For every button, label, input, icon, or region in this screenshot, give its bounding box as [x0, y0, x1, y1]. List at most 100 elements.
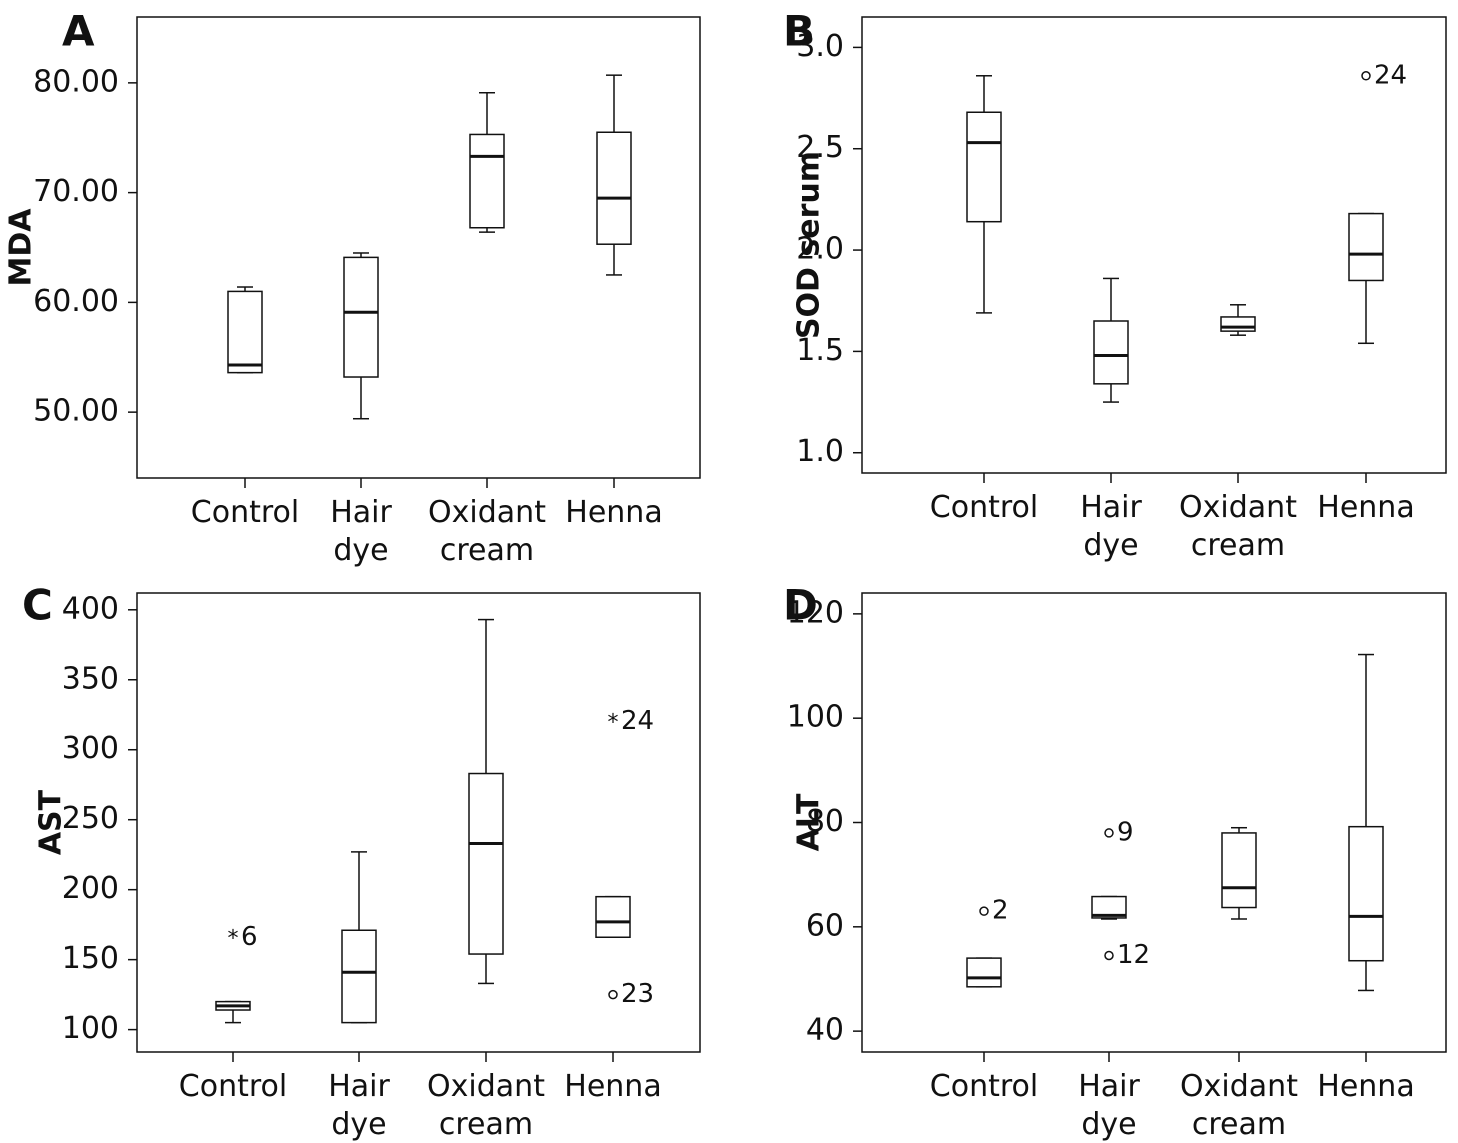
- iqr-box: [1093, 320, 1129, 385]
- iqr-box: [966, 957, 1002, 988]
- category-label: Henna: [1317, 1069, 1414, 1104]
- iqr-box: [1348, 825, 1384, 962]
- outlier-label: 2: [992, 896, 1009, 926]
- category-label-line: Oxidant: [428, 495, 546, 530]
- panel-b: B 1.0 1.5 2.0 2.5 3.0 SOD serum Control Hair dye O…: [783, 7, 1447, 563]
- y-axis-label: SOD serum: [792, 151, 827, 339]
- iqr-box: [227, 290, 263, 374]
- category-label-line: Henna: [564, 1069, 661, 1104]
- outlier-label: 24: [621, 706, 654, 736]
- panel-letter: B: [783, 7, 815, 56]
- category-label-line: cream: [439, 1107, 533, 1142]
- y-tick-label: 40: [806, 1013, 844, 1048]
- category-label-line: cream: [1191, 528, 1285, 563]
- y-tick-label: 100: [787, 700, 844, 735]
- boxplot-0: 2: [966, 896, 1009, 988]
- boxplot-2: [469, 91, 505, 233]
- panel-d: D 40 60 80 100 120 ALT Control 2 Hair dye 9 12 Oxidan…: [783, 581, 1447, 1142]
- category-label-line: Henna: [565, 495, 662, 530]
- category-label: Henna: [1317, 490, 1414, 525]
- category-label-line: Hair: [330, 495, 392, 530]
- plot-frame: [136, 16, 701, 479]
- category-label: Henna: [564, 1069, 661, 1104]
- plot-frame: [861, 592, 1447, 1053]
- y-tick-label: 60: [806, 908, 844, 943]
- iqr-box: [1091, 895, 1127, 919]
- panel-letter: A: [62, 7, 95, 56]
- category-label: Oxidant cream: [427, 1069, 545, 1142]
- iqr-box: [1220, 316, 1256, 332]
- y-tick-label: 250: [62, 801, 119, 836]
- y-tick-label: 200: [62, 871, 119, 906]
- y-tick-label: 300: [62, 731, 119, 766]
- y-tick-label: 1.5: [796, 333, 844, 368]
- category-label: Control: [930, 1069, 1038, 1104]
- y-tick-label: 400: [62, 591, 119, 626]
- category-label: Hair dye: [1078, 1069, 1140, 1142]
- y-tick-label: 70.00: [33, 174, 119, 209]
- outlier-label: 12: [1117, 940, 1150, 970]
- category-label-line: Hair: [328, 1069, 390, 1104]
- outlier-label: 24: [1374, 60, 1407, 90]
- iqr-box: [1221, 832, 1257, 909]
- category-label: Control: [930, 490, 1038, 525]
- iqr-box: [596, 131, 632, 245]
- category-label-line: dye: [1083, 528, 1138, 563]
- y-tick-label: 150: [62, 941, 119, 976]
- y-axis-label: MDA: [4, 208, 39, 287]
- y-tick-label: 100: [62, 1011, 119, 1046]
- boxplot-2: [1220, 304, 1256, 336]
- iqr-box: [341, 929, 377, 1024]
- category-label-line: dye: [331, 1107, 386, 1142]
- panel-letter: D: [783, 581, 818, 630]
- iqr-box: [469, 133, 505, 229]
- boxplot-3: [1348, 653, 1384, 992]
- category-label-line: Control: [179, 1069, 287, 1104]
- outlier-marker-star: *: [608, 711, 619, 736]
- outlier-marker-circle: [608, 989, 618, 1000]
- outlier-marker-star: *: [228, 926, 239, 951]
- boxplot-3: 24: [1348, 60, 1407, 345]
- boxplot-0: [227, 286, 263, 374]
- boxplot-1: [341, 851, 377, 1024]
- category-label: Oxidant cream: [1180, 1069, 1298, 1142]
- category-label: Oxidant cream: [1179, 490, 1297, 563]
- category-label: Hair dye: [1080, 490, 1142, 563]
- category-label-line: Control: [191, 495, 299, 530]
- outlier-marker-circle: [1104, 828, 1114, 838]
- y-tick-label: 3.0: [796, 29, 844, 64]
- panel-letter: C: [22, 581, 53, 630]
- y-tick-label: 2.5: [796, 130, 844, 165]
- outlier-label: 23: [621, 979, 654, 1009]
- category-label-line: dye: [333, 533, 388, 568]
- plot-frame: [136, 592, 701, 1053]
- outlier-marker-circle: [1361, 71, 1371, 81]
- plot-frame: [861, 16, 1447, 474]
- iqr-box: [468, 772, 504, 955]
- y-tick-label: 1.0: [796, 434, 844, 469]
- iqr-box: [595, 895, 631, 938]
- boxplot-3: [596, 74, 632, 276]
- y-axis-label: AST: [34, 789, 69, 855]
- category-label: Henna: [565, 495, 662, 530]
- boxplot-2: [1221, 826, 1257, 920]
- category-label: Hair dye: [328, 1069, 390, 1142]
- category-label-line: Oxidant: [427, 1069, 545, 1104]
- category-label-line: Control: [930, 1069, 1038, 1104]
- boxplot-3: * 24 23: [595, 706, 654, 1009]
- category-label-line: cream: [1192, 1107, 1286, 1142]
- y-tick-label: 50.00: [33, 394, 119, 429]
- category-label-line: Hair: [1080, 490, 1142, 525]
- outlier-label: 6: [241, 922, 258, 952]
- boxplot-1: [343, 252, 379, 420]
- category-label-line: Oxidant: [1180, 1069, 1298, 1104]
- boxplot-1: 9 12: [1091, 817, 1150, 970]
- category-label: Control: [191, 495, 299, 530]
- category-label: Oxidant cream: [428, 495, 546, 568]
- iqr-box: [1348, 212, 1384, 282]
- y-axis-label: ALT: [792, 793, 827, 851]
- category-label-line: Control: [930, 490, 1038, 525]
- category-label-line: Hair: [1078, 1069, 1140, 1104]
